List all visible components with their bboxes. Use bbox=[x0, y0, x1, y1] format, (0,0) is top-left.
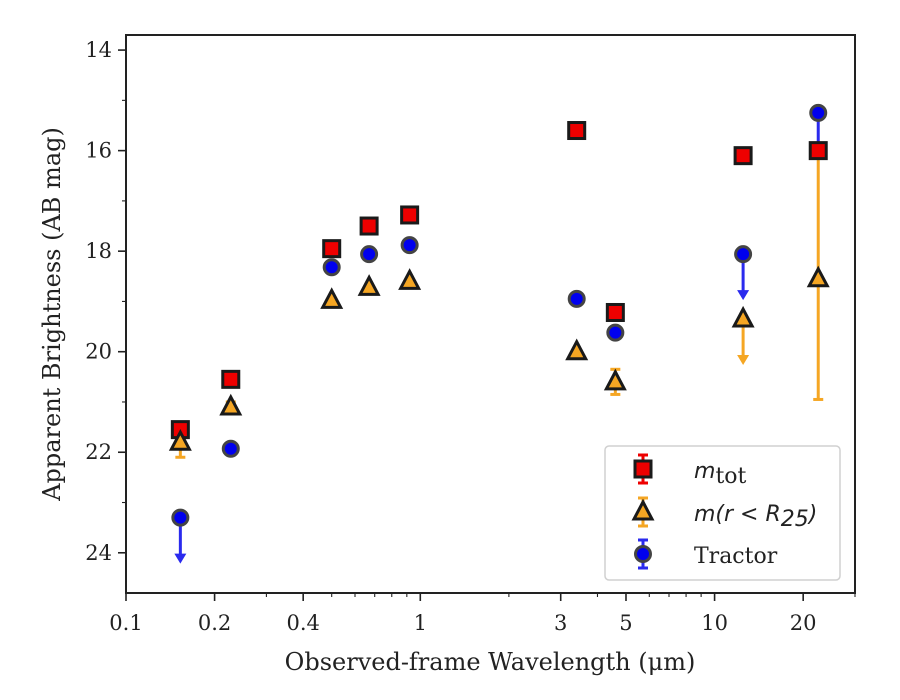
square-marker bbox=[221, 369, 241, 389]
upper-limit-arrowhead bbox=[737, 355, 750, 366]
y-tick-label: 14 bbox=[85, 38, 112, 62]
y-tick-label: 16 bbox=[85, 139, 112, 163]
x-axis-label: Observed-frame Wavelength (μm) bbox=[285, 648, 696, 676]
triangle-marker bbox=[168, 428, 192, 451]
legend-circle-marker bbox=[634, 545, 652, 563]
circle-marker bbox=[221, 439, 240, 458]
legend-label-mtot: mtot bbox=[694, 459, 747, 489]
circle-marker bbox=[360, 245, 379, 264]
square-marker bbox=[322, 239, 342, 259]
x-tick-label: 20 bbox=[790, 611, 817, 635]
square-marker bbox=[359, 216, 379, 236]
x-tick-label: 10 bbox=[701, 611, 728, 635]
triangle-marker bbox=[603, 368, 627, 391]
triangle-marker bbox=[320, 287, 344, 309]
circle-marker bbox=[734, 245, 753, 264]
square-marker bbox=[733, 146, 753, 166]
x-axis: 0.1 0.2 0.4 1 3 5 10 20 bbox=[109, 593, 856, 635]
triangle-marker bbox=[731, 305, 755, 328]
x-tick-label: 1 bbox=[414, 611, 427, 635]
legend-marker-square bbox=[633, 453, 653, 485]
triangle-marker bbox=[565, 338, 589, 361]
triangle-marker bbox=[806, 265, 830, 288]
circle-marker bbox=[322, 258, 341, 277]
x-tick-label: 3 bbox=[554, 611, 567, 635]
square-marker bbox=[567, 121, 587, 141]
marker-layer bbox=[168, 103, 830, 527]
plot-frame bbox=[125, 34, 856, 594]
triangle-marker bbox=[398, 268, 422, 290]
circle-marker bbox=[606, 323, 625, 342]
y-tick-label: 18 bbox=[85, 239, 112, 263]
square-marker bbox=[605, 302, 625, 322]
y-axis-label: Apparent Brightness (AB mag) bbox=[38, 127, 66, 502]
circle-marker bbox=[567, 289, 586, 308]
legend: mtot m(r < R25) Tractor bbox=[604, 445, 841, 581]
legend-label-tractor: Tractor bbox=[694, 544, 778, 569]
x-tick-label: 0.1 bbox=[109, 611, 142, 635]
legend-entry-tractor: Tractor bbox=[634, 538, 778, 570]
x-tick-label: 0.4 bbox=[286, 611, 319, 635]
x-tick-label: 0.2 bbox=[198, 611, 231, 635]
legend-label-mr25: m(r < R25) bbox=[694, 502, 817, 532]
y-axis: 14 16 18 20 22 24 bbox=[85, 38, 126, 565]
legend-box bbox=[604, 445, 841, 581]
triangle-marker bbox=[357, 274, 381, 296]
legend-entry-mtot: mtot bbox=[633, 453, 747, 489]
legend-triangle-marker bbox=[631, 498, 655, 521]
upper-limit-arrowhead bbox=[737, 290, 750, 301]
triangle-marker bbox=[219, 393, 243, 416]
circle-marker bbox=[809, 103, 828, 122]
y-tick-label: 20 bbox=[85, 340, 112, 364]
circle-marker bbox=[400, 236, 419, 255]
legend-marker-circle bbox=[634, 538, 652, 570]
y-tick-label: 22 bbox=[85, 440, 112, 464]
upper-limit-arrowhead bbox=[174, 553, 187, 564]
y-tick-label: 24 bbox=[85, 541, 112, 565]
legend-entry-mr25: m(r < R25) bbox=[631, 496, 817, 532]
x-tick-label: 5 bbox=[619, 611, 632, 635]
square-marker bbox=[400, 205, 420, 225]
circle-marker bbox=[171, 508, 190, 527]
square-marker bbox=[808, 141, 828, 161]
legend-marker-triangle bbox=[631, 496, 655, 528]
legend-square-marker bbox=[633, 459, 653, 479]
